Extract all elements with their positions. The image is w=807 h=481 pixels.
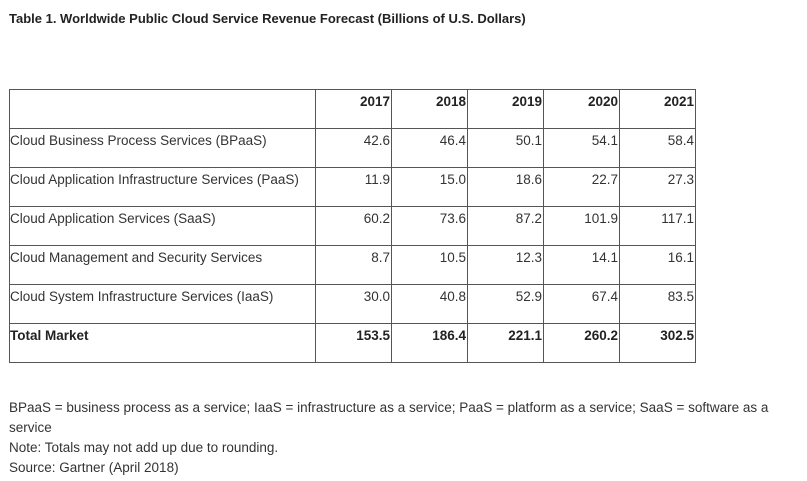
cell-value: 58.4 — [619, 128, 696, 168]
cell-value: 73.6 — [391, 206, 468, 246]
table-row: Cloud System Infrastructure Services (Ia… — [9, 284, 696, 324]
cell-value: 15.0 — [391, 167, 468, 207]
abbreviations-note: BPaaS = business process as a service; I… — [9, 400, 769, 435]
total-value: 221.1 — [467, 323, 544, 363]
cell-value: 8.7 — [315, 245, 392, 285]
cell-value: 117.1 — [619, 206, 696, 246]
row-label: Cloud System Infrastructure Services (Ia… — [9, 284, 316, 324]
row-label: Cloud Business Process Services (BPaaS) — [9, 128, 316, 168]
total-value: 260.2 — [543, 323, 620, 363]
table-notes: BPaaS = business process as a service; I… — [9, 398, 804, 478]
cell-value: 27.3 — [619, 167, 696, 207]
total-value: 153.5 — [315, 323, 392, 363]
table-row: Cloud Application Infrastructure Service… — [9, 167, 696, 207]
cell-value: 16.1 — [619, 245, 696, 285]
forecast-table: 2017 2018 2019 2020 2021 Cloud Business … — [9, 89, 696, 363]
cell-value: 42.6 — [315, 128, 392, 168]
header-corner-cell — [9, 89, 316, 129]
year-header: 2021 — [619, 89, 696, 129]
year-header: 2017 — [315, 89, 392, 129]
table-header-row: 2017 2018 2019 2020 2021 — [9, 89, 696, 129]
cell-value: 46.4 — [391, 128, 468, 168]
table-title: Table 1. Worldwide Public Cloud Service … — [9, 11, 526, 26]
cell-value: 40.8 — [391, 284, 468, 324]
row-label: Cloud Application Infrastructure Service… — [9, 167, 316, 207]
cell-value: 87.2 — [467, 206, 544, 246]
cell-value: 60.2 — [315, 206, 392, 246]
cell-value: 18.6 — [467, 167, 544, 207]
cell-value: 10.5 — [391, 245, 468, 285]
cell-value: 22.7 — [543, 167, 620, 207]
cell-value: 54.1 — [543, 128, 620, 168]
table-row: Cloud Management and Security Services 8… — [9, 245, 696, 285]
row-label: Cloud Application Services (SaaS) — [9, 206, 316, 246]
table-row: Cloud Application Services (SaaS) 60.2 7… — [9, 206, 696, 246]
cell-value: 30.0 — [315, 284, 392, 324]
cell-value: 101.9 — [543, 206, 620, 246]
cell-value: 14.1 — [543, 245, 620, 285]
rounding-note: Note: Totals may not add up due to round… — [9, 440, 279, 455]
total-label: Total Market — [9, 323, 316, 363]
total-value: 186.4 — [391, 323, 468, 363]
source-note: Source: Gartner (April 2018) — [9, 460, 179, 475]
cell-value: 67.4 — [543, 284, 620, 324]
cell-value: 11.9 — [315, 167, 392, 207]
cell-value: 83.5 — [619, 284, 696, 324]
total-value: 302.5 — [619, 323, 696, 363]
table-row: Cloud Business Process Services (BPaaS) … — [9, 128, 696, 168]
year-header: 2019 — [467, 89, 544, 129]
year-header: 2018 — [391, 89, 468, 129]
cell-value: 52.9 — [467, 284, 544, 324]
year-header: 2020 — [543, 89, 620, 129]
total-row: Total Market 153.5 186.4 221.1 260.2 302… — [9, 323, 696, 363]
cell-value: 12.3 — [467, 245, 544, 285]
cell-value: 50.1 — [467, 128, 544, 168]
row-label: Cloud Management and Security Services — [9, 245, 316, 285]
